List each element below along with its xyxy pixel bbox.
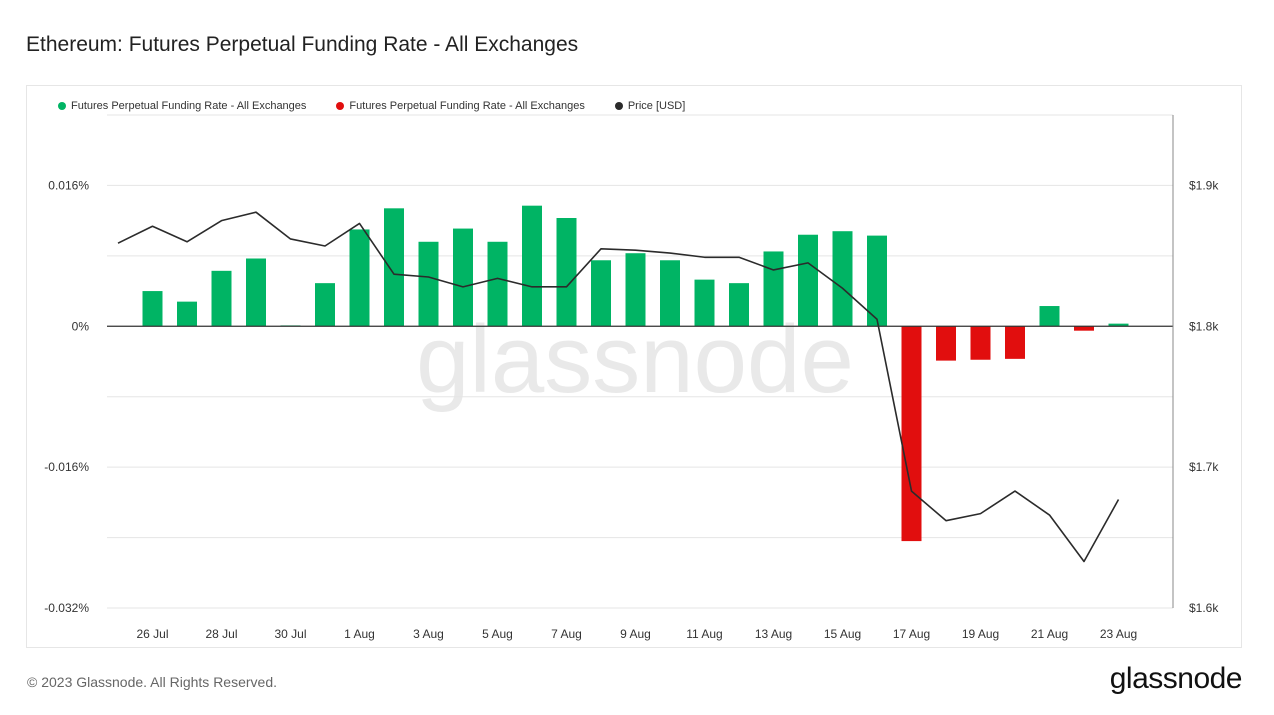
funding-bar[interactable] xyxy=(487,241,508,327)
funding-bar[interactable] xyxy=(901,326,922,542)
price-line[interactable] xyxy=(117,211,1120,563)
y-left-tick-label: 0% xyxy=(72,319,90,333)
funding-bar[interactable] xyxy=(522,205,542,327)
x-tick-label: 11 Aug xyxy=(686,627,722,641)
x-tick-label: 1 Aug xyxy=(344,627,375,641)
funding-bar[interactable] xyxy=(729,283,749,327)
x-tick-label: 15 Aug xyxy=(824,627,861,641)
x-tick-label: 26 Jul xyxy=(136,627,168,641)
funding-bar[interactable] xyxy=(453,228,473,327)
legend-dot-icon xyxy=(336,102,345,110)
funding-bar[interactable] xyxy=(970,326,991,360)
y-left-tick-label: -0.016% xyxy=(44,460,89,474)
legend-item-funding-negative[interactable]: Futures Perpetual Funding Rate - All Exc… xyxy=(336,100,585,112)
y-right-tick-label: $1.7k xyxy=(1189,460,1219,474)
x-tick-label: 21 Aug xyxy=(1031,627,1068,641)
funding-bar[interactable] xyxy=(694,279,715,327)
x-tick-label: 17 Aug xyxy=(893,627,930,641)
funding-bar[interactable] xyxy=(384,208,404,327)
y-right-tick-label: $1.9k xyxy=(1189,178,1219,192)
funding-bar[interactable] xyxy=(142,291,163,327)
funding-bar[interactable] xyxy=(625,253,646,327)
x-tick-label: 19 Aug xyxy=(962,627,999,641)
x-tick-label: 30 Jul xyxy=(274,627,306,641)
funding-bar[interactable] xyxy=(177,301,197,327)
y-left-tick-label: -0.032% xyxy=(44,601,89,615)
funding-bar[interactable] xyxy=(1005,326,1025,359)
funding-bar[interactable] xyxy=(660,260,680,327)
legend-dot-icon xyxy=(58,102,66,110)
legend-label: Futures Perpetual Funding Rate - All Exc… xyxy=(349,100,585,112)
funding-bar[interactable] xyxy=(246,258,266,327)
glassnode-logo: glassnode xyxy=(1109,662,1243,695)
funding-bar[interactable] xyxy=(315,283,335,327)
funding-bar[interactable] xyxy=(798,234,818,327)
x-tick-label: 28 Jul xyxy=(205,627,237,641)
funding-bar[interactable] xyxy=(1039,306,1060,327)
x-tick-label: 13 Aug xyxy=(755,627,792,641)
funding-bar[interactable] xyxy=(591,260,611,327)
y-right-tick-label: $1.6k xyxy=(1189,601,1219,615)
funding-bar[interactable] xyxy=(418,241,439,327)
x-tick-label: 5 Aug xyxy=(482,627,513,641)
legend-dot-icon xyxy=(614,102,623,110)
legend-label: Futures Perpetual Funding Rate - All Exc… xyxy=(71,100,307,112)
funding-bar[interactable] xyxy=(211,270,232,327)
legend-item-funding-positive[interactable]: Futures Perpetual Funding Rate - All Exc… xyxy=(58,100,306,112)
funding-bar[interactable] xyxy=(763,251,784,327)
chart-title: Ethereum: Futures Perpetual Funding Rate… xyxy=(26,33,579,56)
legend-item-price[interactable]: Price [USD] xyxy=(614,100,686,112)
chart-panel xyxy=(26,85,1242,648)
funding-bar[interactable] xyxy=(832,231,853,327)
funding-bar[interactable] xyxy=(556,218,577,327)
x-tick-label: 23 Aug xyxy=(1100,627,1137,641)
funding-bar[interactable] xyxy=(349,229,370,327)
funding-bar[interactable] xyxy=(1074,326,1094,331)
funding-bar[interactable] xyxy=(867,235,887,327)
copyright-text: © 2023 Glassnode. All Rights Reserved. xyxy=(27,674,278,690)
legend-label: Price [USD] xyxy=(627,100,686,112)
funding-bar[interactable] xyxy=(1108,323,1129,327)
legend: Futures Perpetual Funding Rate - All Exc… xyxy=(58,100,685,112)
x-tick-label: 3 Aug xyxy=(413,627,444,641)
y-right-tick-label: $1.8k xyxy=(1189,319,1219,333)
y-left-tick-label: 0.016% xyxy=(48,178,89,192)
x-tick-label: 9 Aug xyxy=(620,627,651,641)
x-tick-label: 7 Aug xyxy=(551,627,582,641)
funding-bar[interactable] xyxy=(936,326,956,361)
